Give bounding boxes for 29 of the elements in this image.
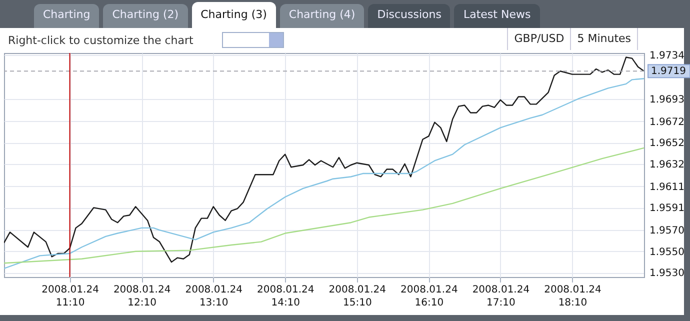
y-tick-label: 1.9530	[650, 268, 684, 280]
y-tick-label: 1.9591	[650, 203, 684, 214]
text: Charting (2)	[103, 4, 188, 28]
y-tick-label: 1.9734	[650, 50, 684, 62]
y-tick-label: 1.9611	[650, 182, 684, 193]
x-tick-label: 2008.01.24 14:10	[256, 284, 314, 308]
x-tick-label: 2008.01.24 13:10	[185, 284, 242, 308]
text: Discussions	[368, 4, 450, 28]
ref-line-label: 1.9719	[651, 66, 686, 78]
y-tick-label: 1.9693	[650, 94, 684, 106]
x-tick-label: 2008.01.24 18:10	[544, 284, 602, 308]
y-tick-label: 1.9672	[650, 116, 684, 128]
text: 5 Minutes	[571, 28, 638, 50]
x-tick-label: 2008.01.24 17:10	[472, 284, 530, 308]
x-tick-label: 2008.01.24 16:10	[400, 284, 458, 308]
y-tick-label: 1.9652	[650, 138, 684, 150]
text: Charting (4)	[280, 4, 364, 28]
y-tick-label: 1.9632	[650, 159, 684, 170]
x-tick-label: 2008.01.24 11:10	[42, 284, 99, 308]
text: Right-click to customize the chart	[8, 34, 194, 47]
line-series	[4, 147, 644, 264]
text: Charting	[34, 4, 100, 28]
y-tick-label: 1.9570	[650, 226, 684, 237]
y-tick-label: 1.9550	[650, 246, 684, 258]
x-tick-label: 2008.01.24 15:10	[328, 284, 386, 308]
text: Charting (3)	[192, 2, 276, 30]
x-tick-label: 2008.01.24 12:10	[113, 284, 171, 308]
text: GBP/USD	[508, 28, 572, 50]
text: Latest News	[454, 4, 540, 28]
